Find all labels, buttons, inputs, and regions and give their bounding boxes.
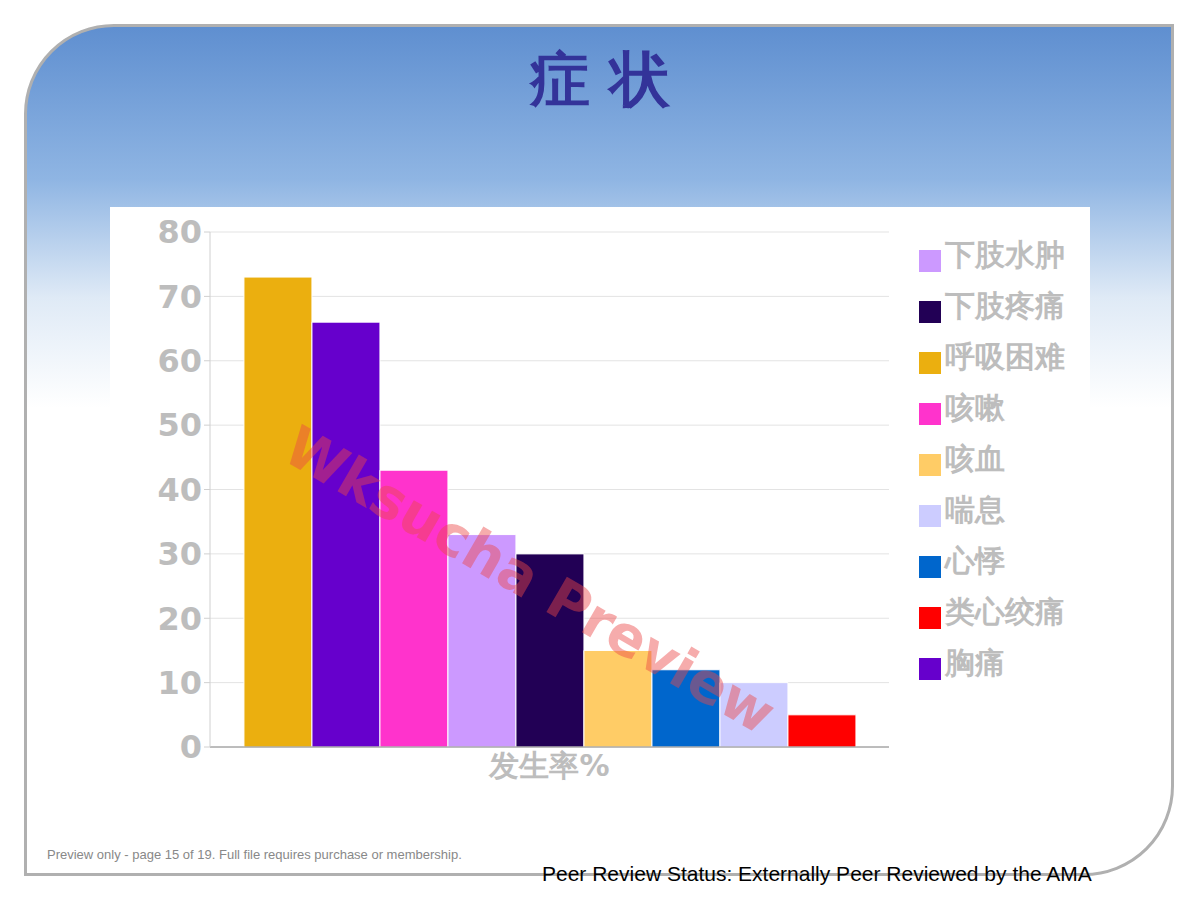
html-text:Preview only - page 15 of 19.: Preview only - page 15 of 19. Full file … [47, 847, 462, 862]
svg-text:70: 70 [157, 278, 202, 316]
html-text:咳血: 咳血 [945, 441, 1005, 476]
svg-text:30: 30 [157, 535, 202, 573]
html-text:Peer Review Status: Externally: Peer Review Status: Externally Peer Revi… [542, 862, 1092, 885]
html-text:咳嗽: 咳嗽 [945, 390, 1005, 425]
svg-text:40: 40 [157, 471, 202, 509]
svg-text:50: 50 [157, 406, 202, 444]
svg-text:80: 80 [157, 213, 202, 251]
html-text:类心绞痛: 类心绞痛 [945, 594, 1065, 629]
svg-text:60: 60 [157, 342, 202, 380]
svg-text:20: 20 [157, 600, 202, 638]
html-text:心悸: 心悸 [945, 543, 1005, 578]
html-text:胸痛: 胸痛 [945, 645, 1005, 680]
html-text:呼吸困难: 呼吸困难 [945, 339, 1065, 374]
html-text:下肢水肿: 下肢水肿 [945, 237, 1065, 272]
html-text:下肢疼痛: 下肢疼痛 [945, 288, 1065, 323]
html-text:喘息: 喘息 [945, 492, 1005, 527]
svg-text:10: 10 [157, 664, 202, 702]
svg-text:0: 0 [180, 728, 202, 766]
html-text:Wksucha Preview: Wksucha Preview [273, 413, 787, 747]
svg-text:发生率%: 发生率% [488, 748, 609, 783]
html-text:症 状: 症 状 [529, 44, 671, 114]
